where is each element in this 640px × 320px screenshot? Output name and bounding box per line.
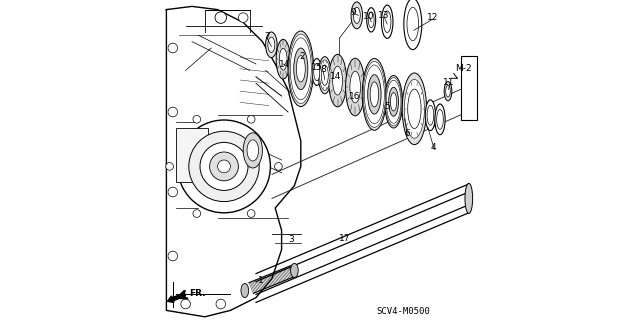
Ellipse shape [329,54,347,107]
Ellipse shape [387,80,401,123]
Text: FR.: FR. [189,289,205,298]
Ellipse shape [388,87,399,116]
Ellipse shape [364,65,385,124]
Ellipse shape [333,66,342,95]
Ellipse shape [238,13,248,22]
Ellipse shape [350,71,360,103]
Ellipse shape [312,59,322,85]
Ellipse shape [367,8,376,32]
Ellipse shape [247,116,255,123]
Ellipse shape [266,32,277,58]
Ellipse shape [247,140,259,161]
Text: 4: 4 [431,143,436,152]
Ellipse shape [243,133,262,168]
Ellipse shape [291,38,311,100]
Ellipse shape [353,7,360,23]
Text: 8: 8 [321,65,326,74]
Ellipse shape [390,92,397,111]
Text: 14: 14 [330,72,342,81]
Ellipse shape [193,210,201,217]
Ellipse shape [248,210,255,217]
Text: 12: 12 [427,13,438,22]
Text: 10: 10 [364,12,374,20]
Ellipse shape [189,131,259,202]
Ellipse shape [385,76,403,128]
Bar [461,56,477,120]
Bar [176,128,208,182]
Text: 6: 6 [404,129,410,138]
Ellipse shape [210,152,239,181]
Ellipse shape [445,85,451,97]
Text: 15: 15 [311,63,323,72]
Ellipse shape [296,56,305,82]
Text: 7: 7 [264,32,270,41]
Ellipse shape [465,183,472,213]
Text: M-2: M-2 [455,64,472,73]
Ellipse shape [319,57,332,94]
Ellipse shape [381,5,393,38]
Ellipse shape [368,12,374,28]
Ellipse shape [279,48,287,70]
Ellipse shape [294,48,308,90]
Ellipse shape [364,61,385,127]
Circle shape [168,43,178,53]
Circle shape [168,251,178,261]
Ellipse shape [408,89,421,129]
Ellipse shape [276,39,291,79]
Ellipse shape [193,116,201,123]
Text: 16: 16 [349,92,361,101]
Ellipse shape [425,100,435,131]
Ellipse shape [319,60,330,91]
Text: 2: 2 [300,52,305,61]
Ellipse shape [435,104,445,135]
Ellipse shape [402,73,427,145]
Ellipse shape [215,12,227,23]
Ellipse shape [241,284,248,298]
Ellipse shape [166,163,173,170]
Ellipse shape [407,7,419,41]
Ellipse shape [427,105,434,125]
Text: 9: 9 [351,8,356,17]
Circle shape [168,187,178,197]
Ellipse shape [383,11,391,33]
Ellipse shape [289,34,312,104]
Ellipse shape [178,120,270,213]
Ellipse shape [385,78,402,126]
FancyArrow shape [168,293,186,302]
Ellipse shape [321,65,328,85]
Ellipse shape [436,109,444,129]
Ellipse shape [368,75,381,114]
Ellipse shape [404,0,422,50]
Ellipse shape [200,142,248,190]
Text: 14: 14 [279,60,291,68]
Text: 17: 17 [339,234,351,243]
Ellipse shape [275,163,282,170]
Text: 11: 11 [444,78,454,87]
Text: 5: 5 [385,102,390,111]
Ellipse shape [291,263,298,277]
Ellipse shape [346,58,365,116]
Ellipse shape [444,82,452,101]
Ellipse shape [370,82,379,107]
Ellipse shape [351,2,362,29]
Ellipse shape [218,160,230,173]
Text: SCV4-M0500: SCV4-M0500 [376,307,430,316]
Text: 13: 13 [378,11,390,20]
Ellipse shape [288,31,314,107]
Ellipse shape [362,59,387,130]
Ellipse shape [216,299,226,309]
Ellipse shape [314,63,320,81]
Text: 3: 3 [289,236,294,244]
Circle shape [168,107,178,117]
Text: 1: 1 [259,276,264,285]
Ellipse shape [268,37,275,52]
Ellipse shape [404,79,424,138]
Ellipse shape [180,299,191,309]
